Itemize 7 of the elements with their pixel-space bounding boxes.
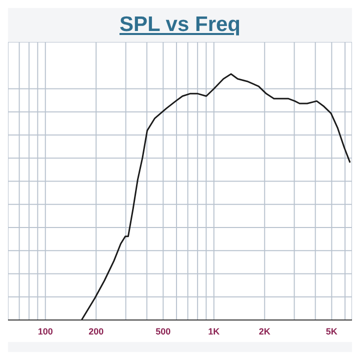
x-tick-label: 100 bbox=[38, 326, 53, 336]
chart-title: SPL vs Freq bbox=[118, 12, 242, 38]
x-tick-label: 2K bbox=[258, 326, 271, 336]
x-tick-label: 1K bbox=[208, 326, 220, 336]
x-tick-label: 5K bbox=[326, 326, 338, 336]
x-tick-label: 500 bbox=[156, 326, 171, 336]
x-tick-label: 200 bbox=[88, 326, 104, 336]
